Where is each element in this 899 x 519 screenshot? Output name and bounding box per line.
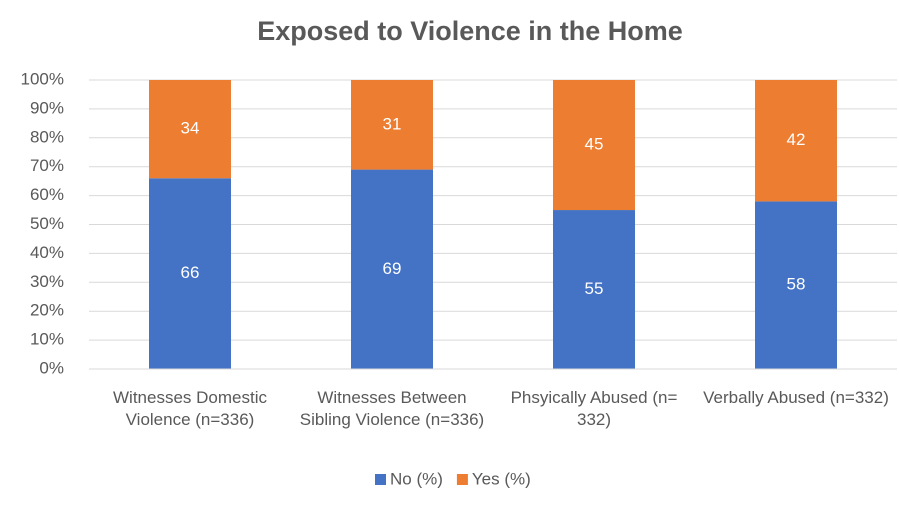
bar-segment	[553, 80, 635, 211]
data-label: 66	[181, 263, 200, 282]
legend-swatch	[375, 474, 386, 485]
y-tick-label: 50%	[30, 214, 64, 233]
legend-label: No (%)	[390, 469, 443, 488]
y-tick-label: 80%	[30, 127, 64, 146]
x-tick-label: Witnesses Domestic Violence (n=336)	[113, 388, 267, 429]
bar-segment	[351, 169, 433, 369]
bar-segment	[149, 80, 231, 179]
x-tick-label: Phsyically Abused (n= 332)	[510, 388, 678, 429]
y-tick-label: 90%	[30, 98, 64, 117]
y-tick-label: 60%	[30, 185, 64, 204]
y-tick-label: 20%	[30, 301, 64, 320]
data-label: 34	[181, 119, 200, 138]
chart-title: Exposed to Violence in the Home	[257, 16, 683, 46]
data-label: 42	[787, 130, 806, 149]
y-tick-label: 0%	[39, 358, 64, 377]
y-tick-label: 10%	[30, 330, 64, 349]
y-tick-label: 40%	[30, 243, 64, 262]
legend-label: Yes (%)	[472, 469, 531, 488]
bar-segment	[351, 80, 433, 170]
x-tick-label: Witnesses Between Sibling Violence (n=33…	[299, 388, 485, 429]
data-label: 55	[585, 279, 604, 298]
data-label: 58	[787, 275, 806, 294]
data-label: 45	[585, 135, 604, 154]
data-label: 69	[383, 259, 402, 278]
data-label: 31	[383, 114, 402, 133]
y-tick-label: 70%	[30, 156, 64, 175]
y-tick-label: 30%	[30, 272, 64, 291]
bar-segment	[755, 201, 837, 369]
bar-segment	[755, 80, 837, 202]
bar-segment	[553, 210, 635, 369]
x-tick-label: Verbally Abused (n=332)	[703, 388, 889, 407]
bar-segment	[149, 178, 231, 369]
legend-swatch	[456, 474, 468, 485]
y-tick-label: 100%	[21, 69, 64, 88]
